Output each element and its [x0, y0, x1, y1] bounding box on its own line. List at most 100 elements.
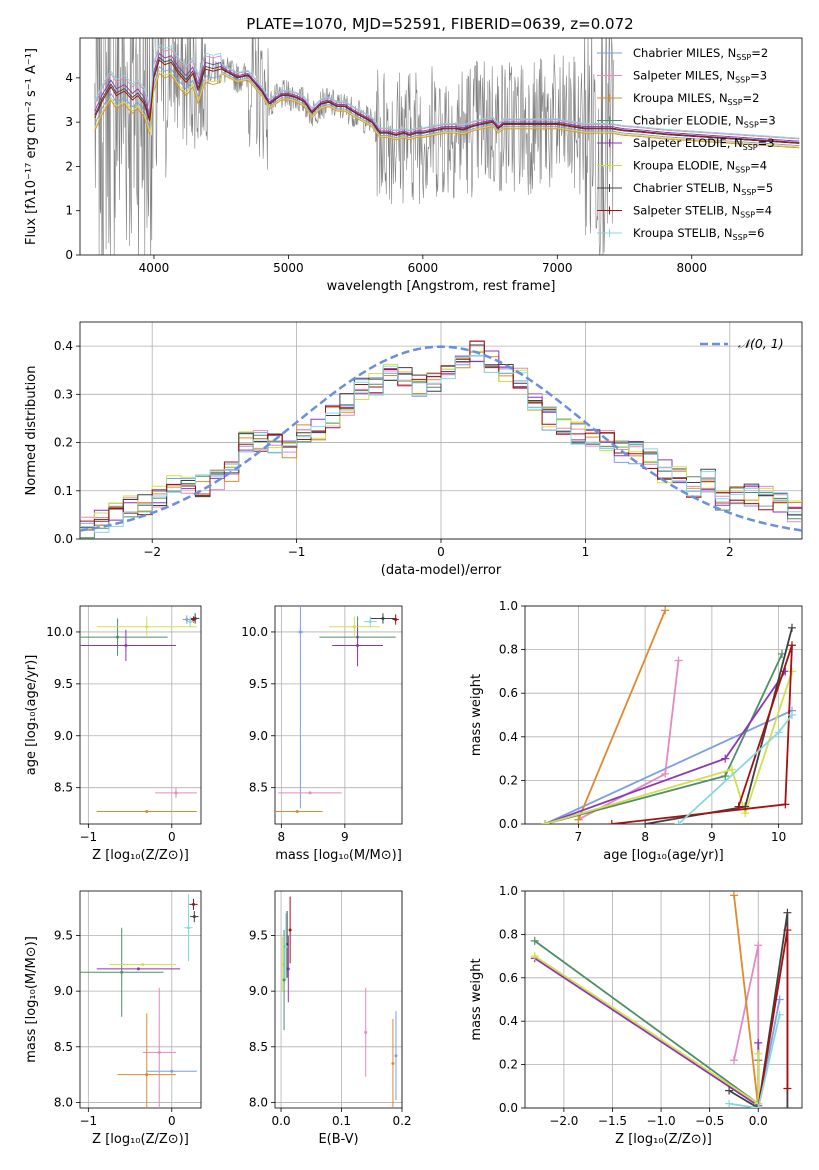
- weight-point-marker: [721, 754, 730, 763]
- weight-point-marker: [787, 623, 796, 632]
- weight-series-line: [577, 610, 667, 820]
- model-spectrum-line: [94, 70, 800, 148]
- x-tick-label: −1.5: [598, 1114, 627, 1128]
- data-point: [185, 617, 189, 621]
- legend-entry-name: Chabrier MILES, N: [633, 46, 736, 60]
- x-tick-label: −2.0: [549, 1114, 578, 1128]
- axes-frame: [79, 890, 202, 1109]
- legend-entry: Salpeter MILES, NSSP=3: [633, 69, 767, 85]
- y-tick-label: 0.8: [499, 927, 518, 941]
- weight-point-marker: [661, 606, 670, 615]
- figure-title: PLATE=1070, MJD=52591, FIBERID=0639, z=0…: [246, 15, 633, 33]
- legend-entry-suffix: =5: [756, 181, 773, 195]
- model-spectrum-line: [94, 72, 800, 149]
- weight-series-line: [644, 627, 793, 824]
- y-tick-label: 0.0: [54, 532, 73, 546]
- spectrum-plot-area: [94, 38, 800, 255]
- data-point: [186, 926, 190, 930]
- legend-entry-name: Chabrier ELODIE, N: [633, 114, 744, 128]
- y-tick-label: 9.5: [54, 929, 73, 943]
- x-tick-label: 0: [437, 545, 445, 559]
- legend-entry-suffix: =2: [743, 91, 760, 105]
- y-tick-label: 0.4: [499, 1014, 518, 1028]
- data-point: [298, 630, 302, 634]
- data-point: [145, 810, 149, 814]
- weight-series-line: [544, 653, 783, 824]
- legend-entry-subscript: SSP: [728, 98, 743, 107]
- data-point: [394, 617, 398, 621]
- weight-series-line: [544, 709, 793, 824]
- y-tick-label: 3: [65, 115, 73, 129]
- weight-vs-z-plot-area: [530, 891, 792, 1108]
- y-tick-label: 0.4: [499, 730, 518, 744]
- weight-series-line: [534, 955, 760, 1106]
- x-tick-label: 0.1: [332, 1114, 351, 1128]
- y-tick-label: 0.8: [499, 643, 518, 657]
- legend-entry-name: Salpeter MILES, N: [633, 69, 735, 83]
- data-point: [308, 791, 312, 795]
- axes-frame: [274, 890, 403, 1109]
- y-tick-label: 0.6: [499, 971, 518, 985]
- age-vs-mass-plot-area: [275, 606, 399, 814]
- age-vs-mass-panel: 8 9 8.5 9.0 9.5 10.0 mass [log₁₀(M/M⊙)]: [241, 605, 403, 863]
- weight-point-marker: [607, 820, 616, 824]
- y-tick-label: 0.1: [54, 484, 73, 498]
- y-tick-label: 9.0: [54, 729, 73, 743]
- data-point: [191, 902, 195, 906]
- data-point: [188, 620, 192, 624]
- axes-frame: [524, 890, 803, 1109]
- axes-frame: [79, 321, 803, 540]
- weight-series-line: [728, 1014, 781, 1108]
- x-tick-label: 0.0: [272, 1114, 291, 1128]
- y-tick-label: 8.5: [249, 1040, 268, 1054]
- spectrum-panel: 4000 5000 6000 7000 8000 0 1 2 3 4 wavelength [Ang…: [24, 37, 803, 294]
- model-spectrum-line: [94, 56, 800, 143]
- data-point: [282, 978, 286, 982]
- x-tick-label: −1: [79, 830, 97, 844]
- y-tick-label: 8.5: [249, 781, 268, 795]
- weight-point-marker: [641, 820, 650, 824]
- axes-frame: [79, 605, 202, 825]
- weight-point-marker: [781, 800, 790, 809]
- weight-point-marker: [674, 820, 683, 824]
- weight-point-marker: [754, 1049, 763, 1058]
- mass-vs-ebv-plot-area: [280, 896, 398, 1108]
- y-tick-label: 1.0: [499, 599, 518, 613]
- weight-series-line: [534, 957, 760, 1108]
- y-tick-label: 0.4: [54, 339, 73, 353]
- weight-point-marker: [787, 711, 796, 719]
- y-tick-label: 0.6: [499, 686, 518, 700]
- weight-point-marker: [783, 1104, 792, 1108]
- y-tick-label: 0.0: [499, 1101, 518, 1115]
- weight-point-marker: [574, 815, 583, 824]
- x-tick-label: 1: [582, 545, 590, 559]
- data-point: [145, 1073, 149, 1077]
- x-tick-label: 8: [278, 830, 286, 844]
- legend-entry-suffix: =4: [750, 159, 767, 173]
- x-tick-label: 10: [771, 830, 786, 844]
- data-point: [394, 1054, 398, 1058]
- model-spectrum-line: [94, 52, 800, 142]
- x-tick-label: 7000: [542, 261, 573, 275]
- weight-point-marker: [661, 769, 670, 778]
- x-tick-label: 2: [726, 545, 734, 559]
- legend-entry: Salpeter STELIB, NSSP=4: [633, 204, 772, 220]
- weight-point-marker: [783, 908, 792, 917]
- legend-entry-name: Kroupa STELIB, N: [633, 226, 733, 240]
- model-spectrum-line: [94, 43, 800, 139]
- x-tick-label: −2: [143, 545, 161, 559]
- y-axis-label: age [log₁₀(age/yr)]: [24, 655, 39, 776]
- legend-entry-name: Kroupa MILES, N: [633, 91, 728, 105]
- x-axis-label: age [log₁₀(age/yr)]: [603, 848, 724, 863]
- model-spectrum-line: [94, 59, 800, 144]
- weight-point-marker: [787, 667, 796, 676]
- x-tick-label: 7: [575, 830, 583, 844]
- x-axis-label: Z [log₁₀(Z/Z⊙)]: [92, 848, 189, 863]
- weight-series-line: [534, 940, 760, 1106]
- y-tick-label: 4: [65, 71, 73, 85]
- weight-point-marker: [783, 926, 792, 935]
- axes-frame: [274, 605, 403, 825]
- x-tick-label: −0.5: [695, 1114, 724, 1128]
- data-point: [136, 967, 140, 971]
